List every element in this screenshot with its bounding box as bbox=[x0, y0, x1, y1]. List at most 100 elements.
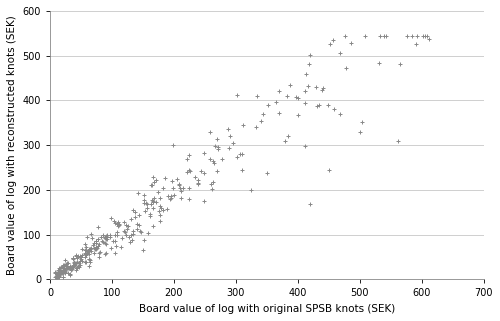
Point bbox=[356, 129, 364, 134]
Point bbox=[326, 41, 334, 46]
Point bbox=[59, 275, 67, 280]
Point bbox=[106, 235, 114, 240]
Point bbox=[238, 167, 246, 172]
Point bbox=[238, 151, 246, 156]
Point bbox=[52, 269, 60, 274]
Point bbox=[213, 168, 221, 173]
Point bbox=[156, 203, 164, 208]
Point bbox=[156, 213, 164, 218]
Point bbox=[168, 142, 176, 147]
Point bbox=[54, 274, 62, 279]
Point bbox=[98, 239, 106, 244]
Point bbox=[78, 246, 86, 251]
Point bbox=[110, 239, 118, 244]
Point bbox=[62, 270, 70, 275]
Point bbox=[82, 251, 90, 256]
Point bbox=[272, 100, 280, 105]
Point bbox=[168, 193, 175, 198]
Point bbox=[122, 232, 130, 237]
Point bbox=[80, 254, 88, 259]
Point bbox=[72, 253, 80, 258]
Point bbox=[107, 215, 115, 221]
Point bbox=[108, 246, 116, 251]
Point bbox=[115, 222, 123, 227]
Point bbox=[150, 195, 158, 201]
Point bbox=[52, 270, 60, 275]
Point bbox=[292, 94, 300, 99]
Point bbox=[53, 275, 61, 280]
Point bbox=[342, 65, 350, 71]
Point bbox=[53, 272, 61, 277]
Point bbox=[86, 247, 94, 253]
Point bbox=[118, 245, 126, 250]
Point bbox=[154, 189, 162, 195]
Point bbox=[305, 61, 313, 66]
Point bbox=[147, 183, 155, 188]
Point bbox=[200, 151, 208, 156]
Point bbox=[176, 186, 184, 191]
Point bbox=[286, 82, 294, 87]
Point bbox=[74, 259, 82, 265]
Point bbox=[86, 247, 94, 252]
Point bbox=[156, 218, 164, 223]
Point bbox=[76, 263, 84, 268]
Point bbox=[104, 233, 112, 238]
Point bbox=[72, 260, 80, 265]
Point bbox=[60, 266, 68, 271]
Point bbox=[68, 265, 76, 270]
Point bbox=[176, 181, 184, 187]
Point bbox=[224, 145, 232, 151]
Point bbox=[52, 275, 60, 280]
Point bbox=[140, 200, 148, 205]
Point bbox=[87, 231, 95, 237]
X-axis label: Board value of log with original SPSB knots (SEK): Board value of log with original SPSB kn… bbox=[139, 304, 395, 314]
Point bbox=[69, 265, 77, 270]
Point bbox=[111, 232, 119, 237]
Point bbox=[214, 146, 222, 151]
Point bbox=[70, 261, 78, 266]
Point bbox=[73, 256, 81, 261]
Point bbox=[55, 272, 63, 277]
Point bbox=[146, 213, 154, 218]
Point bbox=[122, 222, 130, 228]
Point bbox=[168, 178, 175, 183]
Point bbox=[102, 237, 110, 242]
Point bbox=[314, 104, 322, 109]
Point bbox=[148, 182, 156, 187]
Point bbox=[111, 220, 119, 225]
Point bbox=[126, 232, 134, 237]
Point bbox=[84, 234, 92, 239]
Point bbox=[185, 167, 193, 172]
Point bbox=[96, 254, 104, 259]
Point bbox=[419, 33, 427, 38]
Point bbox=[76, 258, 84, 264]
Point bbox=[140, 197, 148, 202]
Point bbox=[101, 251, 109, 256]
Point bbox=[170, 193, 177, 198]
Point bbox=[166, 196, 174, 202]
Point bbox=[67, 267, 75, 273]
Point bbox=[258, 111, 266, 117]
Point bbox=[69, 256, 77, 261]
Point bbox=[81, 242, 89, 247]
Point bbox=[183, 169, 191, 174]
Point bbox=[58, 265, 66, 270]
Point bbox=[81, 247, 89, 253]
Point bbox=[68, 266, 76, 272]
Point bbox=[88, 243, 96, 248]
Point bbox=[59, 270, 67, 275]
Point bbox=[82, 247, 90, 253]
Point bbox=[160, 185, 168, 190]
Point bbox=[54, 275, 62, 280]
Point bbox=[122, 229, 130, 234]
Point bbox=[139, 248, 147, 253]
Point bbox=[56, 266, 64, 271]
Point bbox=[92, 238, 100, 243]
Point bbox=[76, 254, 84, 259]
Point bbox=[102, 233, 110, 239]
Point bbox=[194, 181, 202, 186]
Point bbox=[200, 198, 208, 204]
Point bbox=[336, 51, 344, 56]
Point bbox=[71, 261, 79, 266]
Point bbox=[70, 256, 78, 261]
